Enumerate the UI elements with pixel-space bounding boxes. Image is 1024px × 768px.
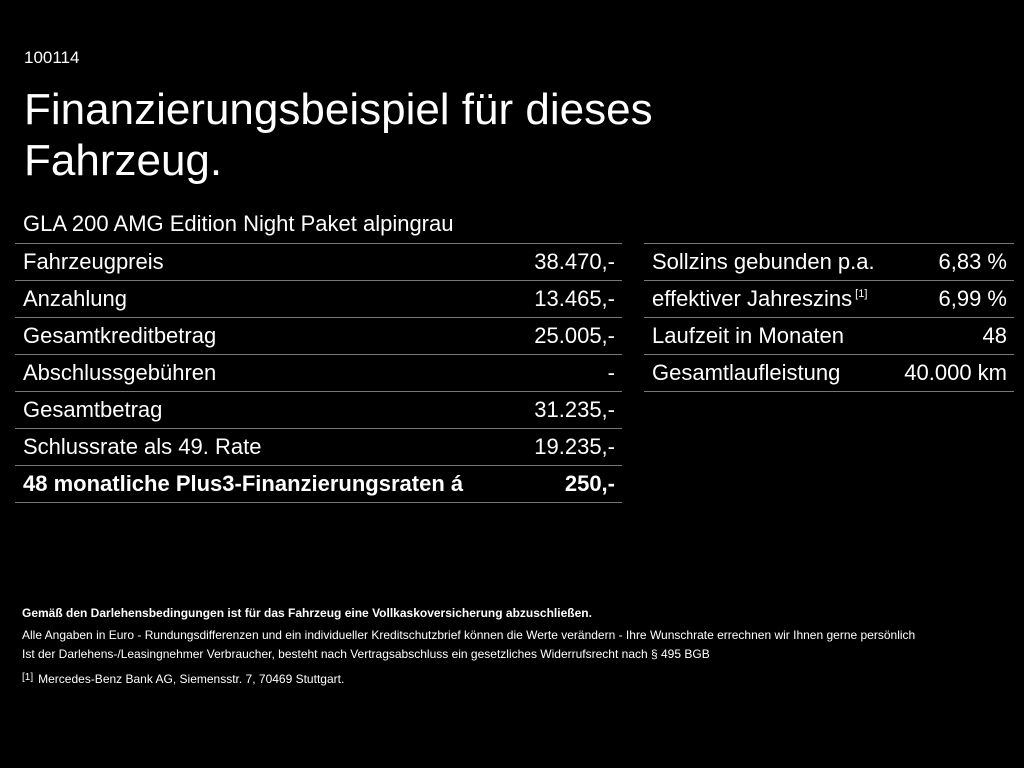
- table-row: Sollzins gebunden p.a. 6,83 %: [644, 244, 1014, 281]
- terms-table: Sollzins gebunden p.a. 6,83 % effektiver…: [644, 243, 1014, 392]
- table-row: Schlussrate als 49. Rate 19.235,-: [15, 429, 622, 466]
- row-label: Sollzins gebunden p.a.: [652, 249, 875, 274]
- currency-note: Alle Angaben in Euro - Rundungsdifferenz…: [22, 628, 916, 642]
- footnote-reference: [1]: [855, 288, 868, 300]
- row-label: Fahrzeugpreis: [23, 249, 164, 274]
- row-label: Gesamtbetrag: [23, 397, 163, 422]
- table-row: Laufzeit in Monaten 48: [644, 318, 1014, 355]
- table-row: Abschlussgebühren -: [15, 355, 622, 392]
- row-value: 25.005,-: [534, 323, 615, 348]
- vehicle-name: GLA 200 AMG Edition Night Paket alpingra…: [23, 211, 454, 236]
- row-label-with-footnote: effektiver Jahreszins [1]: [652, 286, 867, 312]
- table-row: Gesamtlaufleistung 40.000 km: [644, 355, 1014, 392]
- table-row: Anzahlung 13.465,-: [15, 281, 622, 318]
- page-title: Finanzierungsbeispiel für dieses Fahrzeu…: [24, 85, 653, 185]
- row-value: 48: [982, 323, 1007, 348]
- row-value: 13.465,-: [534, 286, 615, 311]
- row-value: 40.000 km: [904, 360, 1007, 385]
- row-value: 19.235,-: [534, 434, 615, 459]
- row-value: 38.470,-: [534, 249, 615, 274]
- footnote: [1] Mercedes-Benz Bank AG, Siemensstr. 7,…: [22, 671, 344, 686]
- row-label: 48 monatliche Plus3-Finanzierungsraten á: [23, 471, 464, 496]
- row-value: -: [607, 360, 615, 385]
- row-label: Schlussrate als 49. Rate: [23, 434, 262, 459]
- monthly-rate-value: 250,-: [564, 471, 615, 496]
- table-row: Gesamtbetrag 31.235,-: [15, 392, 622, 429]
- insurance-note: Gemäß den Darlehensbedingungen ist für d…: [22, 606, 592, 620]
- table-row: Gesamtkreditbetrag 25.005,-: [15, 318, 622, 355]
- row-value: 31.235,-: [534, 397, 615, 422]
- withdrawal-note: Ist der Darlehens-/Leasingnehmer Verbrau…: [22, 647, 710, 661]
- row-value: 6,83 %: [938, 249, 1008, 274]
- row-label: Anzahlung: [23, 286, 127, 311]
- table-row: effektiver Jahreszins [1] 6,99 %: [644, 281, 1014, 318]
- monthly-rate-row: 48 monatliche Plus3-Finanzierungsraten á…: [15, 466, 622, 503]
- footnote-marker: [1]: [22, 672, 34, 683]
- row-label: Abschlussgebühren: [23, 360, 217, 385]
- row-label: Laufzeit in Monaten: [652, 323, 845, 348]
- slide-id: 100114: [24, 48, 80, 67]
- row-label: effektiver Jahreszins: [652, 286, 853, 311]
- row-label: Gesamtkreditbetrag: [23, 323, 217, 348]
- row-label: Gesamtlaufleistung: [652, 360, 841, 385]
- table-row: Fahrzeugpreis 38.470,-: [15, 244, 622, 281]
- row-value: 6,99 %: [938, 286, 1008, 311]
- footnote-text: Mercedes-Benz Bank AG, Siemensstr. 7, 70…: [38, 672, 345, 686]
- financing-table: Fahrzeugpreis 38.470,- Anzahlung 13.465,…: [15, 243, 622, 503]
